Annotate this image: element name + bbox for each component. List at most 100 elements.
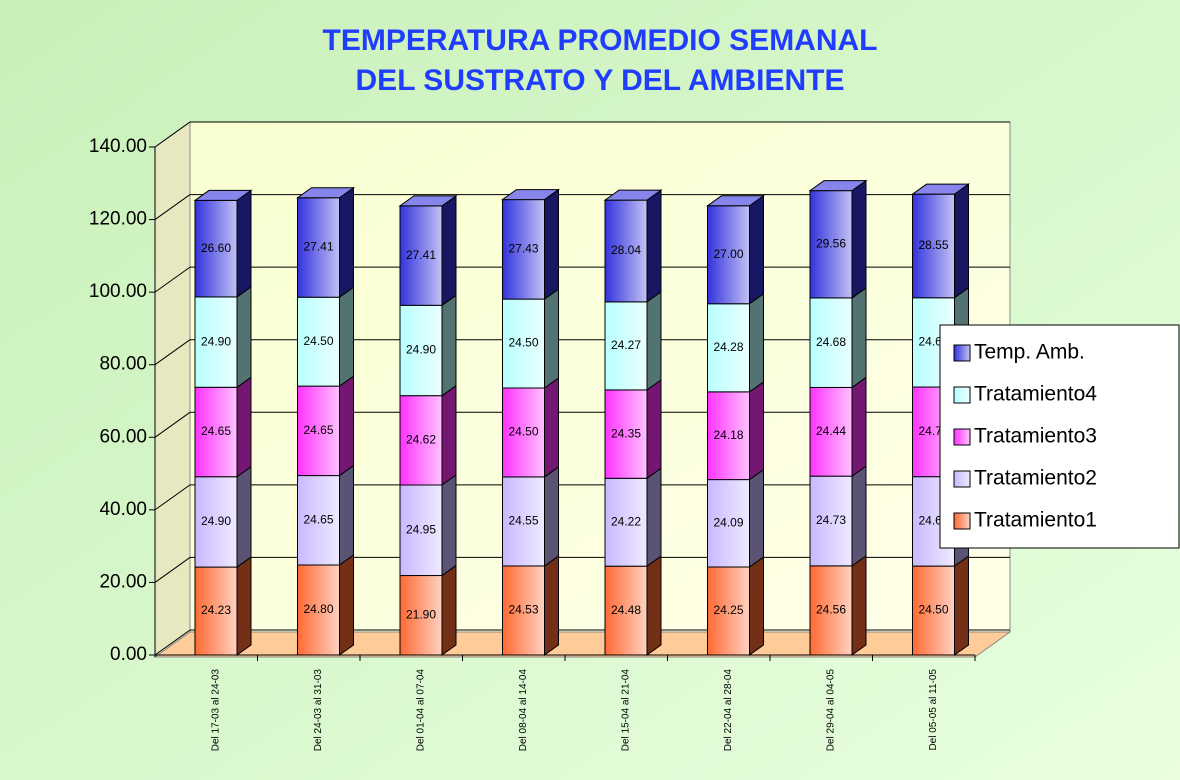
y-tick-label: 0.00 — [110, 644, 147, 665]
bar-side — [954, 183, 969, 299]
bar-side — [441, 474, 457, 577]
x-tick-label: Del 15-04 al 21-04 — [621, 669, 632, 752]
bar-side — [544, 465, 559, 567]
bar-side — [749, 556, 764, 656]
bar-side — [646, 290, 662, 391]
value-label: 27.43 — [508, 242, 538, 256]
bar-side — [749, 292, 764, 393]
bar-side — [544, 555, 559, 656]
value-label: 27.00 — [713, 247, 743, 261]
y-tick-label: 20.00 — [99, 571, 147, 592]
bar-segment — [502, 387, 545, 478]
side-wall — [154, 121, 191, 658]
bar-segment — [604, 301, 648, 391]
x-tick-label: Del 29-04 al 04-05 — [826, 669, 837, 752]
value-label: 24.65 — [201, 424, 231, 438]
value-label: 24.35 — [611, 426, 641, 440]
value-label: 24.44 — [816, 424, 846, 438]
chart-title: TEMPERATURA PROMEDIO SEMANAL — [323, 24, 878, 57]
legend-label: Tratamiento2 — [974, 467, 1097, 490]
bar-top — [808, 180, 868, 192]
value-label: 26.60 — [201, 241, 231, 255]
bar-side — [236, 376, 252, 478]
value-label: 24.23 — [201, 603, 231, 617]
bar-segment — [502, 199, 545, 300]
value-label: 24.90 — [201, 514, 231, 528]
value-label: 24.50 — [508, 425, 538, 439]
value-label: 24.95 — [406, 522, 436, 536]
bar-side — [851, 465, 867, 567]
value-label: 24.50 — [918, 603, 948, 617]
value-label: 27.41 — [406, 248, 436, 262]
bar-top — [398, 195, 458, 207]
bar-side — [646, 467, 662, 568]
grid-line — [154, 484, 191, 511]
value-label: 24.73 — [816, 513, 846, 527]
bar-segment — [194, 566, 238, 656]
bar-segment — [297, 197, 340, 298]
value-label: 24.53 — [508, 603, 538, 617]
value-label: 29.56 — [816, 236, 846, 250]
bar-segment — [297, 385, 340, 477]
x-tick-label: Del 22-04 al 28-04 — [723, 669, 734, 752]
value-label: 24.65 — [303, 512, 333, 526]
bar-side — [544, 188, 559, 301]
y-tick-label: 120.00 — [89, 209, 147, 230]
value-label: 24.80 — [303, 602, 333, 616]
bar-top — [910, 183, 971, 195]
bar-side — [339, 554, 354, 656]
grid-line — [154, 629, 191, 656]
value-label: 28.55 — [918, 238, 948, 252]
value-label: 24.50 — [508, 336, 538, 350]
value-label: 27.41 — [303, 240, 333, 254]
bar-side — [749, 380, 764, 481]
bar-segment — [707, 479, 750, 568]
grid-line — [154, 339, 191, 366]
bar-segment — [604, 199, 648, 303]
bar-side — [749, 194, 764, 305]
legend-swatch — [953, 512, 971, 530]
value-label: 24.27 — [611, 338, 641, 352]
bar-segment — [809, 475, 853, 567]
grid-line — [154, 411, 191, 438]
bar-top — [603, 189, 663, 201]
bar-segment — [297, 475, 340, 566]
bar-segment — [912, 193, 955, 299]
legend-swatch — [953, 470, 971, 488]
legend-swatch — [953, 386, 971, 404]
floor — [153, 631, 1012, 658]
bar-side — [236, 556, 252, 656]
value-label: 24.50 — [303, 334, 333, 348]
x-tick-label: Del 08-04 al 14-04 — [518, 669, 529, 752]
y-tick-label: 40.00 — [99, 499, 147, 520]
bar-segment — [707, 391, 750, 481]
bar-segment — [399, 304, 443, 397]
value-label: 24.18 — [713, 428, 743, 442]
value-label: 24.25 — [713, 603, 743, 617]
legend-box — [939, 324, 1180, 549]
bar-side — [339, 464, 354, 566]
bar-side — [236, 189, 252, 298]
bar-side — [851, 554, 867, 656]
bar-segment — [194, 386, 238, 478]
bar-segment — [502, 565, 545, 656]
bar-side — [749, 468, 764, 568]
grid-line — [154, 557, 191, 583]
value-label: 24.90 — [406, 343, 436, 357]
value-label: 24.90 — [201, 334, 231, 348]
value-label: 24.28 — [713, 340, 743, 354]
bar-side — [954, 555, 969, 656]
chart-title: DEL SUSTRATO Y DEL AMBIENTE — [356, 64, 845, 97]
value-label: 24.22 — [611, 514, 641, 528]
value-label: 24.68 — [816, 335, 846, 349]
legend-swatch — [953, 344, 971, 362]
grid-line — [154, 194, 191, 220]
bar-segment — [707, 303, 750, 393]
bar-side — [236, 285, 252, 389]
bar-segment — [809, 297, 853, 388]
bar-segment — [399, 395, 443, 486]
y-tick-label: 140.00 — [89, 136, 147, 157]
bar-top — [500, 189, 561, 201]
bar-side — [236, 465, 252, 569]
